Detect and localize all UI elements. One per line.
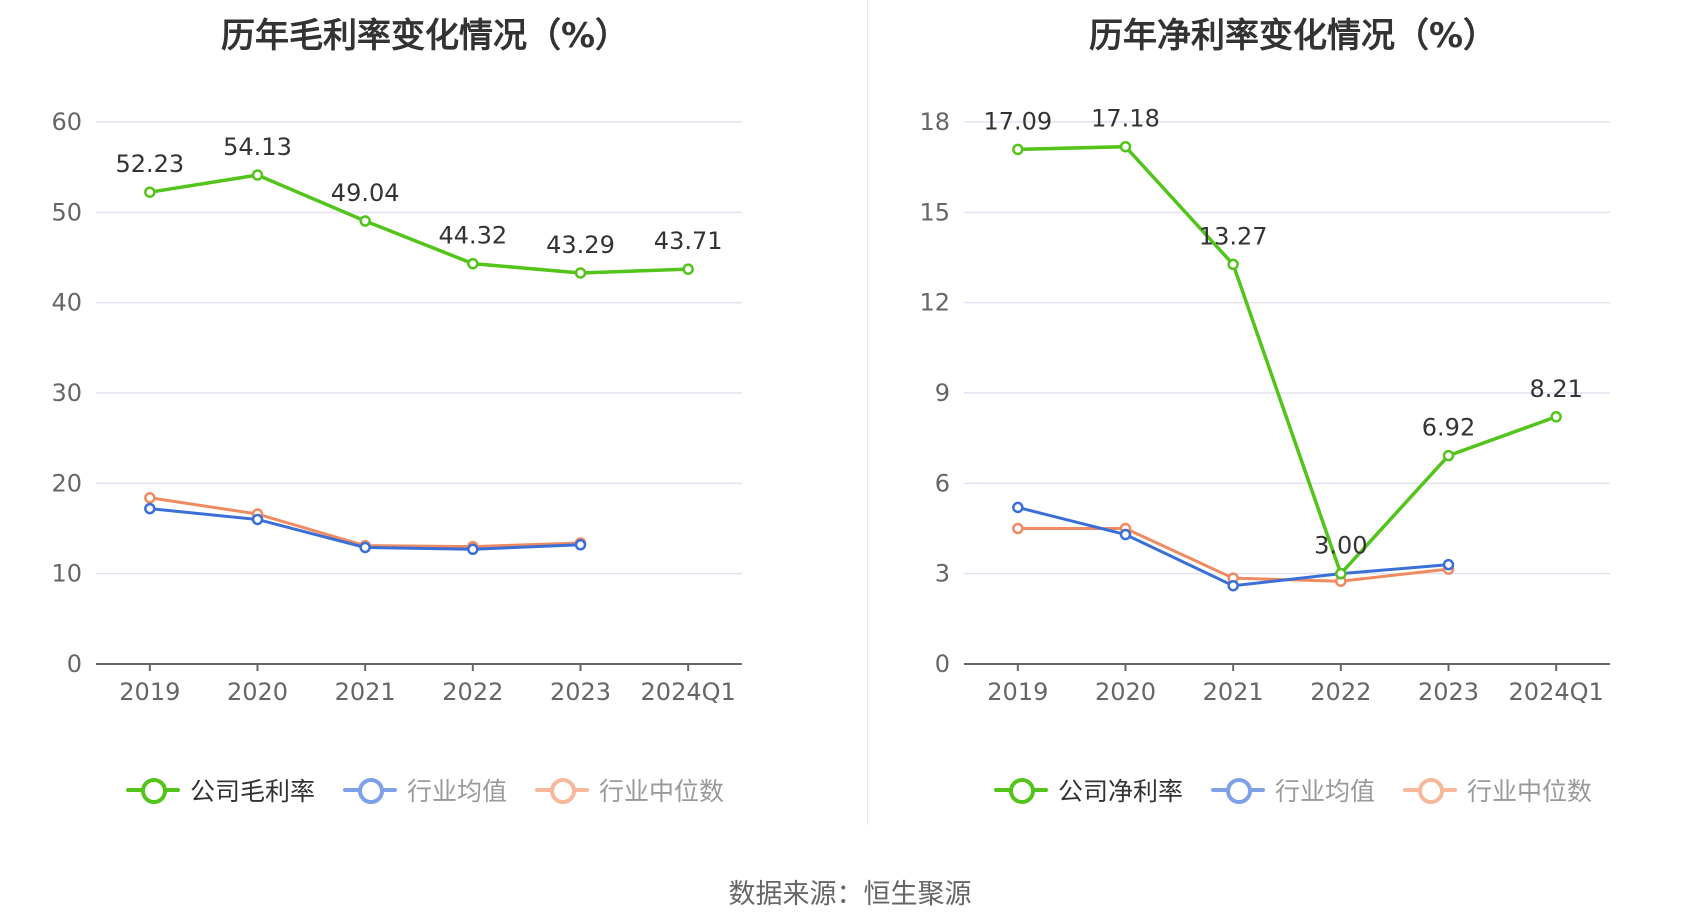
chart-title: 历年毛利率变化情况（%） bbox=[220, 16, 630, 56]
data-point bbox=[467, 257, 479, 270]
x-tick-label: 2024Q1 bbox=[1509, 678, 1604, 706]
y-tick-label: 10 bbox=[51, 560, 82, 588]
data-point bbox=[359, 215, 371, 227]
data-point bbox=[682, 263, 694, 275]
chart-panel-net-margin: 历年净利率变化情况（%） 0 3 6 9 12 15 18 2019 2020 2021 2022 2… bbox=[868, 0, 1700, 830]
y-tick-label: 12 bbox=[919, 289, 950, 317]
chart-panel-gross-margin: 历年毛利率变化情况（%） 0 10 20 30 40 50 60 2019 2020 2021 20… bbox=[0, 0, 850, 830]
data-point bbox=[1012, 143, 1024, 156]
data-point bbox=[359, 541, 371, 554]
line-chart-net-margin: 0 3 6 9 12 15 18 2019 2020 2021 2022 2023 2024Q1 17.0… bbox=[919, 105, 1610, 706]
data-label: 3.00 bbox=[1314, 532, 1367, 560]
data-label: 44.32 bbox=[438, 222, 507, 250]
data-label: 54.13 bbox=[223, 133, 292, 161]
legend-label: 公司净利率 bbox=[1057, 777, 1183, 806]
data-point bbox=[1012, 501, 1024, 514]
legend-marker-icon bbox=[342, 777, 397, 804]
y-tick-label: 40 bbox=[51, 289, 82, 317]
data-label: 52.23 bbox=[115, 150, 184, 178]
data-source-note: 数据来源：恒生聚源 bbox=[728, 879, 972, 910]
y-tick-label: 30 bbox=[51, 379, 82, 407]
y-tick-label: 60 bbox=[51, 108, 82, 136]
x-tick-label: 2023 bbox=[1418, 678, 1479, 706]
data-label: 43.71 bbox=[654, 227, 723, 255]
legend-marker-icon bbox=[1210, 777, 1265, 804]
data-point bbox=[144, 492, 156, 504]
data-label: 13.27 bbox=[1199, 222, 1268, 250]
y-tick-label: 50 bbox=[51, 198, 82, 226]
data-label: 17.09 bbox=[983, 107, 1052, 135]
legend: 公司毛利率 行业均值 行业中位数 bbox=[0, 772, 850, 808]
x-tick-label: 2024Q1 bbox=[641, 678, 736, 706]
y-tick-label: 9 bbox=[935, 379, 950, 407]
legend-marker-icon bbox=[1403, 777, 1457, 804]
x-tick-label: 2022 bbox=[1310, 678, 1371, 706]
legend-item-industry-avg[interactable]: 行业均值 bbox=[1210, 772, 1375, 808]
series-line bbox=[1017, 144, 1557, 578]
y-tick-label: 3 bbox=[935, 560, 950, 588]
data-point bbox=[467, 543, 479, 556]
data-point bbox=[1227, 579, 1239, 592]
series-line bbox=[149, 496, 581, 549]
y-tick-label: 20 bbox=[51, 469, 82, 497]
legend-item-industry-median[interactable]: 行业中位数 bbox=[1403, 772, 1592, 808]
data-point bbox=[1442, 449, 1455, 462]
data-point bbox=[574, 539, 587, 551]
panel-divider bbox=[867, 0, 868, 825]
legend-label: 行业中位数 bbox=[599, 777, 725, 806]
data-point bbox=[1119, 528, 1132, 541]
legend-item-industry-median[interactable]: 行业中位数 bbox=[535, 772, 724, 808]
line-chart-gross-margin: 0 10 20 30 40 50 60 2019 2020 2021 2022 2023 2024Q1 5… bbox=[51, 108, 742, 706]
legend-item-company[interactable]: 公司毛利率 bbox=[125, 772, 315, 808]
data-label: 8.21 bbox=[1529, 375, 1582, 403]
y-tick-label: 6 bbox=[935, 469, 950, 497]
x-tick-label: 2019 bbox=[987, 678, 1048, 706]
legend: 公司净利率 行业均值 行业中位数 bbox=[868, 772, 1700, 808]
data-label: 6.92 bbox=[1422, 414, 1475, 442]
legend-item-company[interactable]: 公司净利率 bbox=[993, 772, 1183, 808]
data-point bbox=[574, 267, 587, 279]
chart-title: 历年净利率变化情况（%） bbox=[1088, 16, 1498, 56]
legend-label: 行业均值 bbox=[1274, 777, 1375, 806]
data-point bbox=[1012, 522, 1024, 535]
x-tick-label: 2019 bbox=[119, 678, 180, 706]
data-point bbox=[251, 169, 264, 181]
y-tick-label: 0 bbox=[935, 650, 950, 678]
data-point bbox=[144, 186, 156, 198]
x-tick-label: 2020 bbox=[1095, 678, 1156, 706]
legend-marker-icon bbox=[993, 777, 1048, 804]
data-label: 43.29 bbox=[546, 231, 615, 259]
data-point bbox=[1335, 567, 1347, 580]
legend-label: 行业中位数 bbox=[1467, 777, 1593, 806]
x-tick-label: 2021 bbox=[1203, 678, 1264, 706]
legend-item-industry-avg[interactable]: 行业均值 bbox=[342, 772, 507, 808]
data-point bbox=[1550, 411, 1562, 423]
data-label: 49.04 bbox=[331, 179, 400, 207]
data-point bbox=[1442, 558, 1455, 571]
legend-label: 行业均值 bbox=[406, 777, 507, 806]
y-tick-label: 15 bbox=[919, 198, 950, 226]
x-tick-label: 2020 bbox=[227, 678, 288, 706]
data-point bbox=[144, 502, 156, 515]
x-tick-label: 2021 bbox=[335, 678, 396, 706]
data-label: 17.18 bbox=[1091, 105, 1160, 133]
legend-marker-icon bbox=[125, 777, 180, 804]
y-tick-label: 0 bbox=[67, 650, 82, 678]
legend-marker-icon bbox=[535, 777, 589, 804]
x-tick-label: 2022 bbox=[442, 678, 503, 706]
legend-label: 公司毛利率 bbox=[189, 777, 315, 806]
data-point bbox=[1227, 258, 1239, 271]
series-line bbox=[149, 173, 689, 275]
y-tick-label: 18 bbox=[919, 108, 950, 136]
data-point bbox=[251, 513, 264, 526]
x-tick-label: 2023 bbox=[550, 678, 611, 706]
data-point bbox=[1119, 140, 1132, 153]
